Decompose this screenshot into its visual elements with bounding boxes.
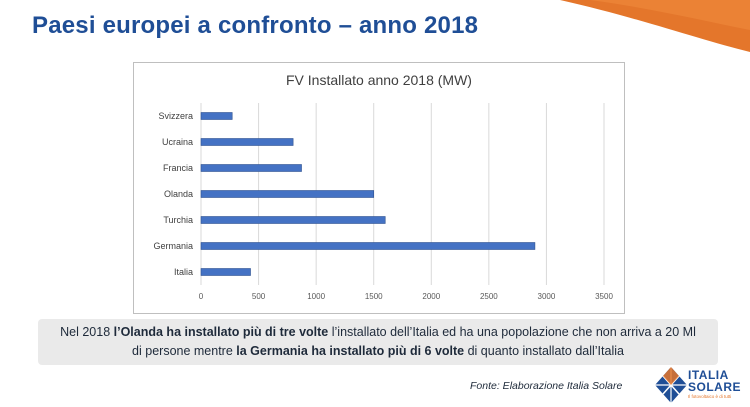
bar-germania — [200, 242, 536, 250]
bar-olanda — [200, 190, 375, 198]
caption-line-1-bold: l’Olanda ha installato più di tre volte — [113, 325, 329, 339]
logo-line-2: SOLARE — [688, 380, 742, 394]
chart-title: FV Installato anno 2018 (MW) — [286, 72, 472, 88]
bar-turchia — [200, 216, 386, 224]
x-tick-label: 500 — [252, 292, 266, 301]
caption-line-2-pre: di persone mentre — [132, 344, 237, 358]
caption-line-1-post: l’installato dell’Italia ed ha una popol… — [328, 325, 696, 339]
solar-panel-icon — [655, 367, 687, 403]
x-tick-label: 3500 — [595, 292, 613, 301]
caption-line-2-bold: la Germania ha installato più di 6 volte — [236, 344, 465, 358]
logo-tagline: Il fotovoltaico è di tutti — [688, 394, 732, 399]
x-tick-label: 2000 — [422, 292, 440, 301]
y-category-label: Italia — [174, 267, 193, 277]
chart-frame: FV Installato anno 2018 (MW) 0 500 1000 1500… — [133, 62, 625, 314]
x-tick-label: 0 — [199, 292, 204, 301]
caption-box: Nel 2018 l’Olanda ha installato più di t… — [38, 319, 718, 365]
bar-francia — [200, 164, 302, 172]
y-category-label: Svizzera — [158, 111, 193, 121]
caption-line-2-post: di quanto installato dall’Italia — [464, 344, 624, 358]
slide-title: Paesi europei a confronto – anno 2018 — [32, 12, 479, 39]
y-category-label: Ucraina — [162, 137, 193, 147]
bar-ucraina — [200, 138, 294, 146]
caption-line-2: di persone mentre la Germania ha install… — [38, 342, 718, 361]
y-category-label: Francia — [163, 163, 193, 173]
y-category-label: Turchia — [163, 215, 193, 225]
caption-line-1: Nel 2018 l’Olanda ha installato più di t… — [38, 323, 718, 342]
x-tick-label: 3000 — [538, 292, 556, 301]
source-note: Fonte: Elaborazione Italia Solare — [470, 380, 623, 392]
bar-chart: FV Installato anno 2018 (MW) 0 500 1000 1500… — [153, 72, 613, 301]
italia-solare-logo: ITALIA SOLARE Il fotovoltaico è di tutti — [655, 365, 747, 405]
bar-italia — [200, 268, 251, 276]
logo-line-1: ITALIA — [688, 368, 729, 382]
x-tick-label: 2500 — [480, 292, 498, 301]
y-category-label: Germania — [153, 241, 193, 251]
caption-line-1-pre: Nel 2018 — [60, 325, 114, 339]
header-swoosh — [560, 0, 750, 52]
bar-svizzera — [200, 112, 233, 120]
x-tick-label: 1500 — [365, 292, 383, 301]
y-category-label: Olanda — [164, 189, 193, 199]
x-tick-label: 1000 — [307, 292, 325, 301]
